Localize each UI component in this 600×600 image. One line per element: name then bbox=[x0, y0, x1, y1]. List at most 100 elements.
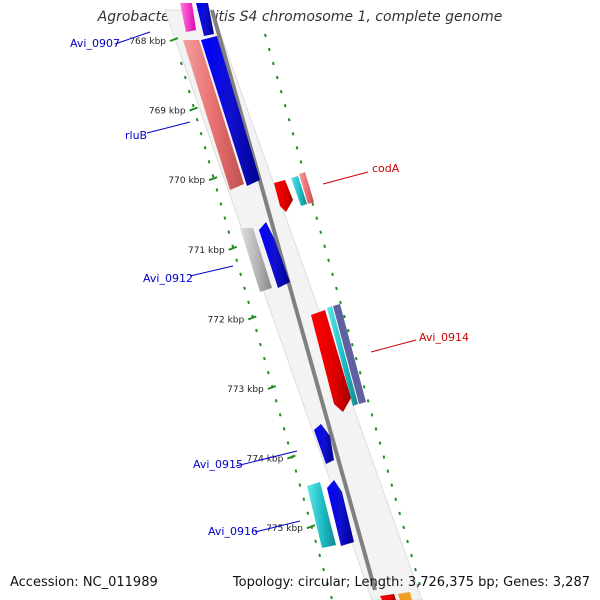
backbone-line bbox=[210, 9, 377, 591]
gene-blue-1[interactable] bbox=[201, 36, 260, 186]
track-dot bbox=[414, 567, 417, 572]
gene-bottom-red[interactable] bbox=[380, 594, 396, 600]
track-dot bbox=[302, 497, 306, 501]
gene-avi0914-cyan[interactable] bbox=[327, 306, 358, 406]
gene-blue-2[interactable] bbox=[259, 222, 290, 288]
track-dot bbox=[283, 104, 287, 108]
track-dot bbox=[187, 89, 191, 94]
track-dot bbox=[346, 328, 350, 333]
track-dot bbox=[211, 174, 215, 178]
gene-avi0916-blue[interactable] bbox=[327, 480, 354, 546]
tick-label: 770 kbp bbox=[168, 176, 205, 186]
topology-text: Topology: circular; Length: 3,726,375 bp… bbox=[232, 575, 590, 590]
track-lines bbox=[180, 33, 421, 600]
track-dot bbox=[191, 103, 195, 108]
gene-bottom-orange[interactable] bbox=[398, 592, 412, 600]
track-dot bbox=[306, 511, 310, 515]
tick-label: 772 kbp bbox=[208, 315, 245, 325]
gene-avi0916[interactable] bbox=[307, 482, 336, 548]
tick-label: 768 kbp bbox=[129, 37, 166, 47]
track-dot bbox=[203, 146, 207, 150]
gene-coda-cyan[interactable] bbox=[291, 176, 307, 206]
track-dot bbox=[406, 539, 409, 544]
tick-label: 773 kbp bbox=[227, 385, 264, 395]
track-dot bbox=[398, 511, 402, 516]
track-dot bbox=[291, 132, 295, 136]
track-dot bbox=[331, 272, 334, 277]
gene-top-blue[interactable] bbox=[196, 3, 214, 36]
track-dot bbox=[235, 258, 239, 262]
genes bbox=[180, 3, 412, 600]
track-dot bbox=[223, 216, 227, 220]
track-dot bbox=[207, 160, 211, 164]
track-dot bbox=[323, 244, 327, 248]
track-dot bbox=[266, 370, 270, 375]
gene-label-avi0907[interactable]: Avi_0907 bbox=[70, 37, 120, 50]
track-dot bbox=[199, 132, 203, 136]
label-lines bbox=[114, 31, 417, 533]
track-dot bbox=[390, 483, 394, 487]
track-dot bbox=[358, 371, 362, 375]
gene-avi0907[interactable] bbox=[180, 3, 196, 32]
track-dot bbox=[386, 469, 390, 473]
track-dot bbox=[259, 342, 262, 347]
gene-coda-salmon[interactable] bbox=[299, 172, 314, 204]
track-dot bbox=[279, 89, 283, 94]
track-dot bbox=[299, 160, 303, 164]
gene-avi0912[interactable] bbox=[240, 228, 272, 292]
gene-coda[interactable] bbox=[274, 180, 293, 212]
track-dot bbox=[247, 300, 250, 305]
track-dot bbox=[227, 230, 231, 234]
track-dot bbox=[350, 342, 354, 347]
track-dot bbox=[278, 413, 282, 417]
track-dot bbox=[366, 399, 370, 403]
tick-label: 774 kbp bbox=[247, 455, 284, 465]
track-dot bbox=[295, 146, 299, 150]
track-dot bbox=[318, 553, 322, 558]
gene-label-rlub[interactable]: rluB bbox=[125, 129, 147, 142]
track-dot bbox=[354, 357, 358, 361]
tick-mark bbox=[247, 315, 257, 321]
gene-rlub[interactable] bbox=[183, 40, 244, 190]
track-dot bbox=[271, 61, 275, 66]
track-dot bbox=[180, 61, 183, 66]
track-dot bbox=[374, 427, 378, 431]
gene-label-avi0915[interactable]: Avi_0915 bbox=[193, 458, 243, 471]
track-dot bbox=[418, 581, 421, 586]
track-dot bbox=[255, 328, 258, 333]
tick-mark bbox=[208, 176, 218, 182]
tick-mark bbox=[267, 385, 277, 390]
tick-mark bbox=[189, 106, 198, 112]
accession-text: Accession: NC_011989 bbox=[10, 575, 158, 590]
track-dot bbox=[327, 258, 330, 263]
tick-label: 769 kbp bbox=[149, 107, 186, 117]
track-dot bbox=[370, 413, 374, 417]
gene-avi0914-navy[interactable] bbox=[333, 304, 366, 404]
tick-mark bbox=[169, 37, 179, 42]
gene-avi0915[interactable] bbox=[314, 424, 334, 464]
gene-label-avi0914[interactable]: Avi_0914 bbox=[419, 331, 469, 344]
track-dot bbox=[382, 455, 386, 459]
track-dot bbox=[274, 399, 278, 403]
tick-mark bbox=[286, 454, 296, 460]
track-dot bbox=[311, 202, 315, 206]
track-dot bbox=[362, 385, 366, 389]
gene-label-avi0916[interactable]: Avi_0916 bbox=[208, 525, 258, 538]
gene-avi0914[interactable] bbox=[311, 310, 351, 412]
track-dot bbox=[343, 314, 346, 319]
track-dot bbox=[378, 441, 382, 445]
tick-marks: 768 kbp 769 kbp 770 kbp 771 kbp 772 kbp 773 k… bbox=[129, 37, 316, 534]
tick-mark bbox=[228, 245, 238, 251]
tick-label: 771 kbp bbox=[188, 246, 225, 256]
track-dot bbox=[219, 202, 223, 206]
track-dot bbox=[410, 553, 413, 558]
track-dot bbox=[275, 75, 279, 80]
track-dot bbox=[326, 581, 329, 586]
track-dot bbox=[183, 75, 187, 80]
tick-label: 775 kbp bbox=[266, 524, 303, 534]
gene-label-coda[interactable]: codA bbox=[372, 162, 400, 175]
gene-label-avi0912[interactable]: Avi_0912 bbox=[143, 272, 193, 285]
track-dot bbox=[215, 188, 219, 192]
track-dot bbox=[243, 286, 246, 291]
